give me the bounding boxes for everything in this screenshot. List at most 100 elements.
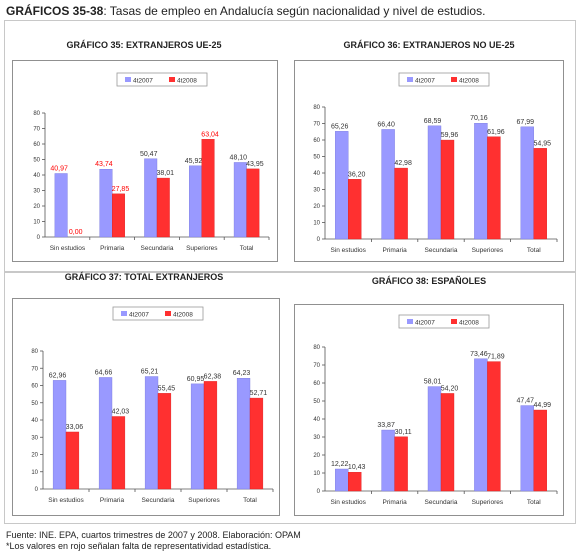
y-tick-label: 30 (313, 435, 320, 441)
data-label: 36,20 (348, 171, 366, 178)
bar-4t2007 (427, 125, 442, 240)
x-tick-label: Total (527, 499, 541, 506)
bar-4t2007 (99, 169, 113, 238)
data-label: 45,92 (185, 158, 203, 165)
data-label: 67,99 (517, 119, 535, 126)
data-label: 66,40 (377, 121, 395, 128)
data-label: 54,20 (441, 385, 459, 392)
chart-panel-35: GRÁFICO 35: EXTRANJEROS UE-25 4t2007 4t20… (8, 38, 280, 270)
bar-4t2008 (487, 361, 501, 492)
data-label: 54,95 (534, 140, 552, 147)
y-tick-label: 0 (35, 487, 39, 493)
data-label: 38,01 (157, 170, 175, 177)
data-label: 10,43 (348, 464, 366, 471)
bar-chart-svg: 4t2007 4t2008 0 10 20 30 40 50 60 70 80 Sin estudio… (31, 306, 274, 504)
y-tick-label: 20 (33, 204, 40, 210)
x-tick-label: Sin estudios (330, 499, 366, 506)
y-tick-label: 80 (31, 349, 38, 355)
y-tick-label: 40 (313, 171, 320, 177)
bar-4t2007 (144, 376, 159, 490)
data-label: 42,03 (112, 408, 130, 415)
y-tick-label: 80 (313, 105, 320, 111)
bar-4t2008 (65, 431, 80, 490)
y-tick-label: 60 (33, 142, 40, 148)
legend-box (398, 72, 490, 87)
bar-4t2007 (233, 162, 247, 238)
header-title-rest: : Tasas de empleo en Andalucía según nac… (103, 4, 486, 18)
page-footer: Fuente: INE. EPA, cuartos trimestres de … (6, 530, 301, 552)
legend-swatch (451, 77, 457, 82)
data-label: 65,26 (331, 123, 349, 130)
chart-panel-36: GRÁFICO 36: EXTRANJEROS NO UE-25 4t2007 4… (288, 38, 570, 270)
bar-4t2008 (111, 416, 126, 490)
x-tick-label: Sin estudios (48, 497, 84, 504)
y-tick-label: 80 (313, 345, 320, 351)
data-label: 47,47 (517, 398, 535, 405)
y-tick-label: 10 (33, 220, 40, 226)
bar-4t2007 (474, 358, 488, 492)
legend-label: 4t2008 (459, 320, 479, 327)
y-tick-label: 70 (33, 127, 40, 133)
y-tick-label: 50 (33, 158, 40, 164)
x-tick-label: Superiores (472, 499, 504, 506)
bar-4t2007 (520, 405, 534, 492)
data-label: 61,96 (487, 129, 505, 136)
chart-panel-38: GRÁFICO 38: ESPAÑOLES 4t2007 4t2008 0 10 20 3… (288, 270, 570, 520)
data-label: 62,38 (204, 373, 222, 380)
footer-source: Fuente: INE. EPA, cuartos trimestres de … (6, 530, 301, 540)
x-tick-label: Primaria (382, 499, 407, 506)
plot-area: 4t2007 4t2008 0 10 20 30 40 50 60 70 80 Sin estudio… (294, 60, 564, 262)
bar-4t2008 (440, 139, 455, 240)
bar-4t2007 (381, 129, 395, 240)
y-tick-label: 60 (313, 381, 320, 387)
legend-swatch (121, 311, 127, 316)
data-label: 30,11 (395, 429, 412, 436)
x-tick-label: Superiores (186, 245, 218, 252)
legend-swatch (407, 77, 413, 82)
y-tick-label: 0 (317, 237, 321, 243)
chart-panel-37: GRÁFICO 37: TOTAL EXTRANJEROS 4t2007 4t20… (8, 270, 280, 520)
data-label: 64,23 (233, 370, 251, 377)
y-tick-label: 30 (33, 189, 40, 195)
legend-label: 4t2007 (415, 78, 435, 85)
bar-4t2008 (394, 436, 408, 492)
data-label: 40,97 (50, 165, 68, 172)
y-tick-label: 0 (37, 235, 41, 241)
data-label: 0,00 (69, 229, 83, 236)
legend-box (116, 72, 208, 87)
legend: 4t2007 4t2008 (398, 314, 490, 329)
data-label: 27,85 (112, 186, 130, 193)
bar-4t2007 (190, 383, 205, 490)
bar-4t2008 (533, 409, 547, 492)
data-label: 59,96 (441, 132, 459, 139)
chart-title: GRÁFICO 37: TOTAL EXTRANJEROS (64, 272, 224, 282)
bar-4t2007 (52, 380, 67, 490)
data-label: 73,46 (470, 351, 488, 358)
y-tick-label: 40 (31, 418, 38, 424)
bar-4t2007 (54, 173, 68, 238)
legend-swatch (165, 311, 171, 316)
data-label: 44,99 (534, 402, 552, 409)
legend-swatch (125, 77, 131, 82)
bar-4t2007 (189, 165, 202, 238)
data-label: 33,87 (377, 422, 395, 429)
x-tick-label: Primaria (100, 497, 125, 504)
x-tick-label: Primaria (382, 247, 407, 254)
plot-area: 4t2007 4t2008 0 10 20 30 40 50 60 70 80 Sin estudio… (12, 298, 280, 516)
bar-4t2008 (157, 393, 172, 490)
x-tick-label: Secundaria (141, 245, 174, 252)
y-tick-label: 40 (313, 417, 320, 423)
y-tick-label: 20 (313, 204, 320, 210)
data-label: 50,47 (140, 151, 158, 158)
footer-note: *Los valores en rojo señalan falta de re… (6, 541, 272, 551)
legend-label: 4t2008 (459, 78, 479, 85)
legend-label: 4t2008 (173, 312, 193, 319)
legend: 4t2007 4t2008 (398, 72, 490, 87)
data-label: 43,74 (95, 161, 113, 168)
bar-4t2008 (394, 167, 408, 240)
legend-label: 4t2007 (415, 320, 435, 327)
data-label: 52,71 (250, 390, 268, 397)
data-label: 68,59 (424, 118, 442, 125)
y-tick-label: 50 (313, 155, 320, 161)
bar-4t2008 (348, 179, 362, 240)
